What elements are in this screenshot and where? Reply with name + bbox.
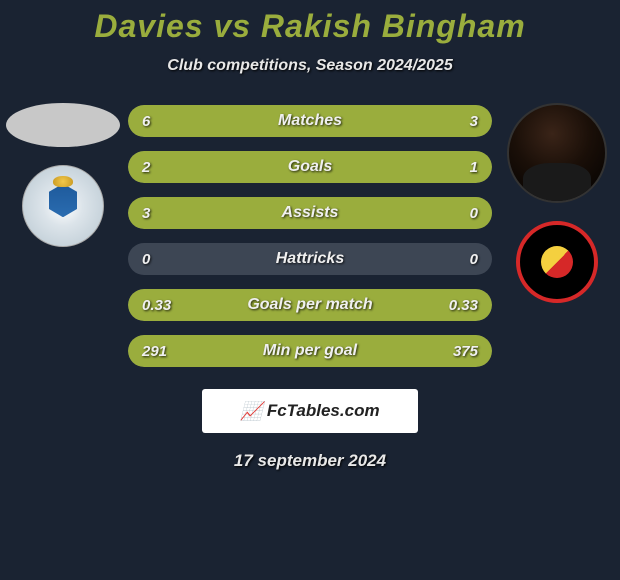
stat-label: Assists [128, 204, 492, 222]
date-text: 17 september 2024 [0, 451, 620, 471]
stat-value-right: 3 [470, 113, 478, 130]
stat-label: Min per goal [128, 342, 492, 360]
stat-value-right: 0.33 [449, 297, 478, 314]
stats-column: 6Matches32Goals13Assists00Hattricks00.33… [128, 103, 492, 367]
stat-row: 2Goals1 [128, 151, 492, 183]
stat-label: Goals per match [128, 296, 492, 314]
subtitle: Club competitions, Season 2024/2025 [0, 57, 620, 75]
right-column [502, 103, 612, 303]
stat-label: Hattricks [128, 250, 492, 268]
stat-value-right: 0 [470, 251, 478, 268]
infographic-container: Davies vs Rakish Bingham Club competitio… [0, 0, 620, 580]
club-badge-right [516, 221, 598, 303]
main-area: 6Matches32Goals13Assists00Hattricks00.33… [0, 103, 620, 367]
player-photo-right [507, 103, 607, 203]
stat-value-right: 375 [453, 343, 478, 360]
club-badge-left [22, 165, 104, 247]
player-photo-left [6, 103, 120, 147]
left-column [8, 103, 118, 247]
page-title: Davies vs Rakish Bingham [0, 8, 620, 45]
stat-row: 291Min per goal375 [128, 335, 492, 367]
stat-value-right: 1 [470, 159, 478, 176]
footer-brand-logo: 📈 FcTables.com [202, 389, 418, 433]
stat-row: 0Hattricks0 [128, 243, 492, 275]
stat-row: 6Matches3 [128, 105, 492, 137]
stat-label: Goals [128, 158, 492, 176]
footer-brand-text: FcTables.com [267, 401, 380, 421]
stat-row: 3Assists0 [128, 197, 492, 229]
stat-label: Matches [128, 112, 492, 130]
chart-icon: 📈 [240, 401, 262, 422]
stat-value-right: 0 [470, 205, 478, 222]
stat-row: 0.33Goals per match0.33 [128, 289, 492, 321]
